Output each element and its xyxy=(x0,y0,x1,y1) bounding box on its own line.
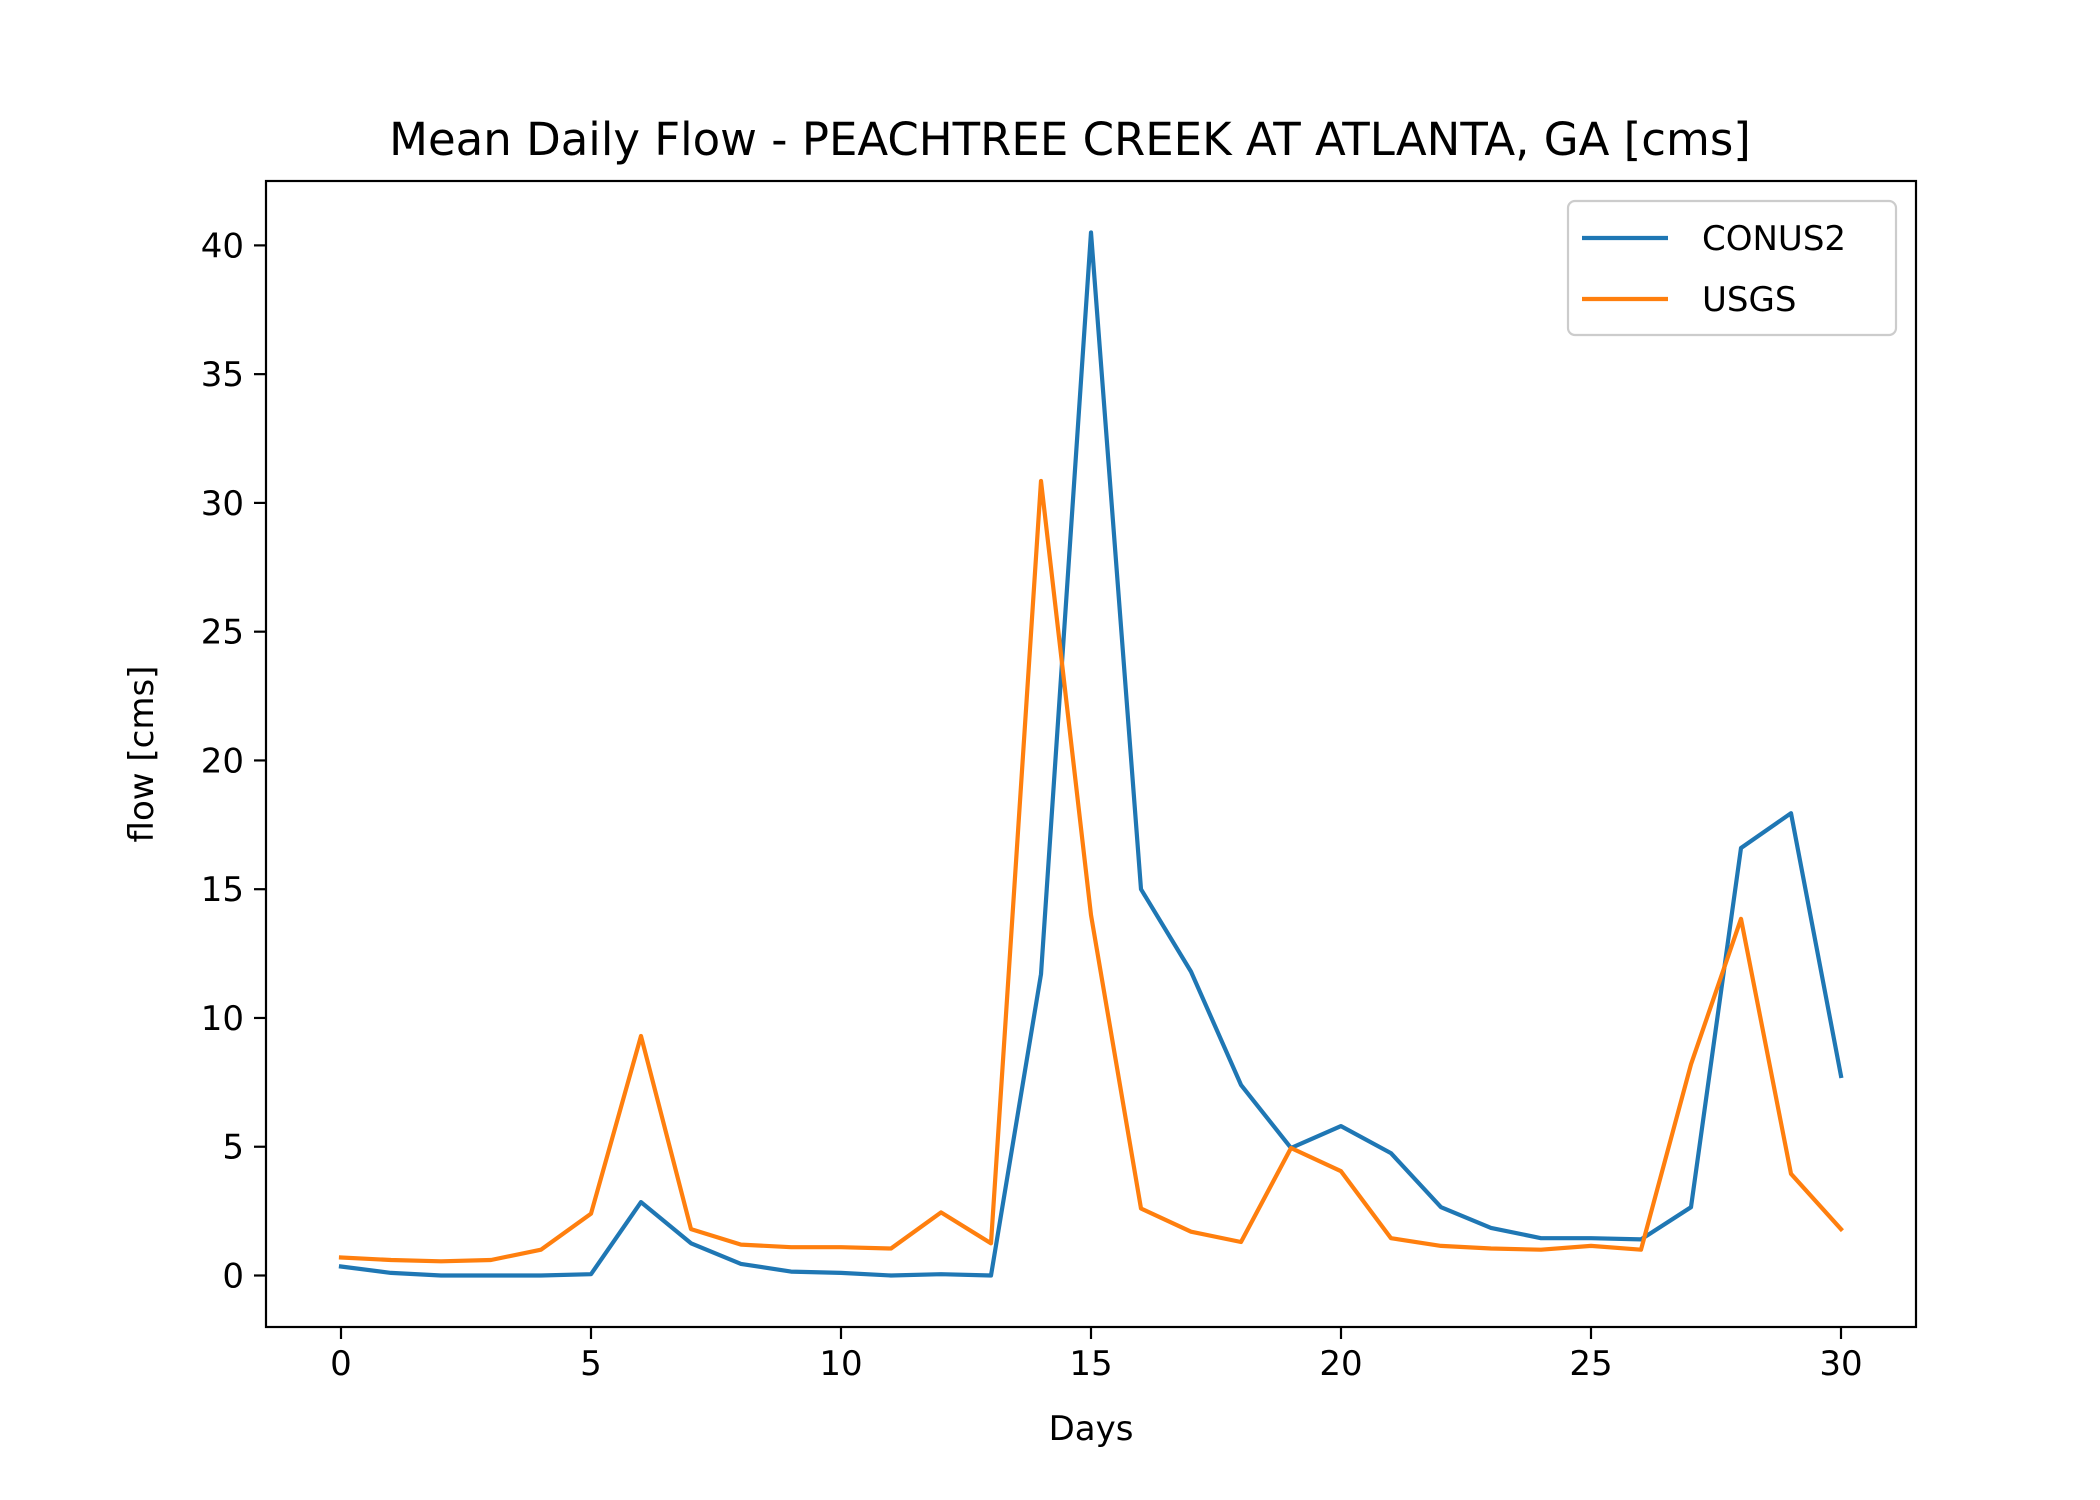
x-tick-label: 15 xyxy=(1069,1344,1112,1384)
y-tick-label: 40 xyxy=(201,226,244,266)
x-tick-label: 20 xyxy=(1319,1344,1362,1384)
y-axis-label: flow [cms] xyxy=(122,666,162,843)
plot-lines xyxy=(338,230,1844,1278)
x-tick-label: 10 xyxy=(819,1344,862,1384)
x-tick-label: 0 xyxy=(330,1344,352,1384)
legend-label-usgs: USGS xyxy=(1702,280,1796,320)
x-axis: 0 5 10 15 20 25 30 xyxy=(330,1327,1863,1384)
y-tick-label: 30 xyxy=(201,484,244,524)
y-axis: 0 5 10 15 20 25 30 35 40 xyxy=(201,226,266,1296)
legend-label-conus2: CONUS2 xyxy=(1702,219,1846,259)
y-tick-label: 5 xyxy=(222,1128,244,1168)
chart-title: Mean Daily Flow - PEACHTREE CREEK AT ATL… xyxy=(389,113,1751,166)
x-axis-label: Days xyxy=(1049,1409,1134,1449)
legend: CONUS2 USGS xyxy=(1566,199,1898,337)
y-tick-label: 20 xyxy=(201,741,244,781)
x-tick-label: 5 xyxy=(580,1344,602,1384)
y-tick-label: 15 xyxy=(201,870,244,910)
x-tick-label: 25 xyxy=(1569,1344,1612,1384)
y-tick-label: 35 xyxy=(201,355,244,395)
x-tick-label: 30 xyxy=(1819,1344,1862,1384)
y-tick-label: 0 xyxy=(222,1256,244,1296)
series-line-conus2 xyxy=(338,230,1844,1278)
series-line-usgs xyxy=(338,478,1844,1264)
y-tick-label: 25 xyxy=(201,613,244,653)
y-tick-label: 10 xyxy=(201,999,244,1039)
legend-box xyxy=(1566,199,1898,337)
